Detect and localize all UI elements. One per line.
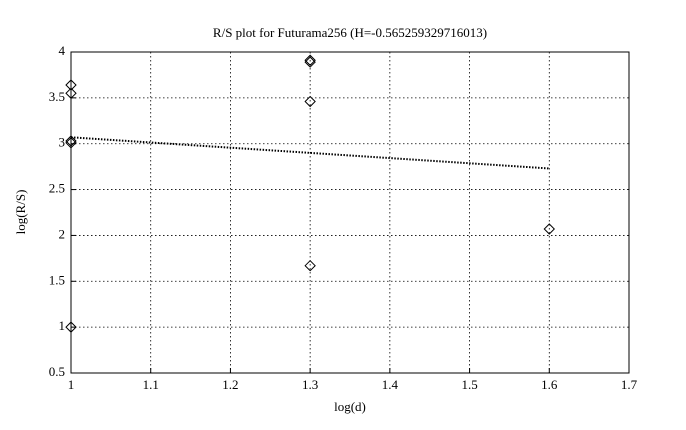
diamond-marker [304,95,316,108]
chart-title: R/S plot for Futurama256 (H=-0.565259329… [213,25,487,40]
diamond-marker [304,259,316,272]
x-tick-label: 1.1 [143,377,159,392]
x-tick-label: 1.4 [382,377,399,392]
diamond-marker [65,87,77,99]
diamond-marker [543,223,555,235]
diamond-marker [65,135,77,147]
diamond-marker [65,321,77,333]
y-tick-label: 0.5 [49,364,65,379]
diamond-marker [65,79,77,91]
y-tick-label: 2.5 [49,181,65,196]
y-tick-label: 4 [59,43,66,58]
y-tick-label: 3 [59,135,66,150]
y-tick-label: 2 [59,226,66,241]
fit-line [70,136,550,170]
x-tick-label: 1.7 [621,377,638,392]
y-axis-label: log(R/S) [13,190,28,235]
x-tick-label: 1.6 [541,377,558,392]
x-tick-label: 1.5 [461,377,477,392]
x-tick-label: 1.3 [302,377,318,392]
diamond-marker [304,56,316,68]
x-axis-label: log(d) [334,399,366,414]
y-tick-label: 1.5 [49,272,65,287]
x-tick-label: 1.2 [222,377,238,392]
y-tick-label: 1 [59,318,66,333]
diamond-marker [65,137,77,149]
y-tick-label: 3.5 [49,89,65,104]
diamond-marker [304,54,316,66]
x-tick-label: 1 [68,377,75,392]
plot-frame [70,51,630,374]
